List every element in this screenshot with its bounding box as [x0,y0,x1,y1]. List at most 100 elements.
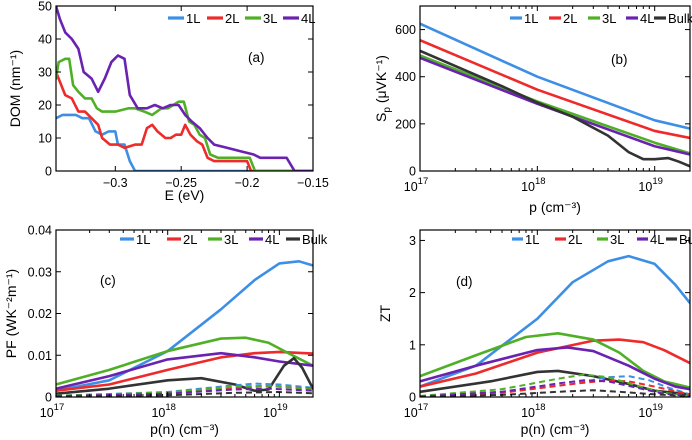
series-line-1l [56,113,313,171]
panel-label: (a) [248,50,265,65]
axis-frame [419,229,691,398]
x-tick-base: 10 [404,406,418,420]
x-tick-label: −0.15 [297,176,329,190]
series-line-2l [420,338,690,388]
panel-label: (d) [456,274,473,289]
x-tick-exponent: 17 [418,176,429,187]
legend-label-2l: 2L [563,11,577,26]
x-axis-label: E (eV) [165,187,205,203]
y-label-sub: p [382,107,393,113]
x-axis-label: p(n) (cm⁻³) [150,421,219,437]
series-line-4l-dashed [420,379,690,397]
series-line-3l [420,54,690,155]
x-tick-label: −0.25 [165,176,197,190]
series-group [56,6,313,171]
x-tick-label: −0.2 [235,176,260,190]
legend: 1L 2L 3L 4L Bulk [120,232,328,247]
series-line-4l [56,6,313,171]
x-tick-label: 1017 [404,176,428,194]
y-tick-label: 200 [395,117,416,131]
x-tick-base: 10 [40,406,54,420]
x-tick-label: 1019 [638,176,662,194]
x-tick-label: 1017 [404,402,428,420]
series-line-4l-dashed [56,387,313,397]
series-line-4l [56,351,313,390]
x-tick-base: 10 [521,406,535,420]
x-tick-label: 1019 [263,402,287,420]
legend-label-1l: 1L [525,232,539,247]
x-tick-label: 1019 [638,402,662,420]
legend-label-3l: 3L [224,232,238,247]
y-tick-label: 2 [409,286,416,300]
y-tick-label: 0 [45,391,52,405]
x-tick-exponent: 17 [54,402,65,413]
legend-label-3l: 3L [610,232,624,247]
legend-label-1l: 1L [186,11,200,26]
panel-label: (c) [100,273,116,288]
x-tick-label: 1018 [521,402,545,420]
y-tick-label: 0.01 [28,349,52,363]
y-tick-label: 0.03 [28,265,52,279]
y-label-unit: (μVK⁻¹) [373,55,389,107]
legend-label-4l: 4L [640,11,654,26]
y-axis-label: Sp (μVK⁻¹) [373,55,393,122]
series-line-bulk-dashed [56,390,313,397]
x-tick-label: 1018 [521,176,545,194]
series-line-2l [56,70,313,171]
y-tick-label: 10 [38,132,52,146]
series-line-2l-dashed [420,379,690,397]
series-line-1l [56,260,313,393]
legend-label-3l: 3L [263,11,277,26]
y-tick-label: 20 [38,99,52,113]
legend-label-bulk: Bulk [679,232,692,247]
y-label-main: S [373,113,389,122]
axis-frame [419,5,691,172]
panel-a: 0 10 20 30 40 50 −0.3 −0.25 −0.2 −0.15 E (eV) DOM (… [7,0,329,203]
y-tick-label: 40 [38,33,52,47]
y-axis-label: ZT [377,305,393,323]
legend-label-2l: 2L [568,232,582,247]
legend: 1L 2L 3L 4L [168,11,315,26]
series-line-1l [420,22,690,130]
series-line-1l [420,254,690,388]
x-tick-base: 10 [521,180,535,194]
x-tick-exponent: 19 [277,402,288,413]
y-tick-label: 3 [409,234,416,248]
series-group [56,260,313,397]
x-tick-base: 10 [404,180,418,194]
y-axis-label: DOM (nm⁻¹) [7,50,23,127]
legend-label-2l: 2L [225,11,239,26]
series-line-3l [56,57,313,171]
x-tick-base: 10 [151,406,165,420]
legend-label-1l: 1L [524,11,538,26]
series-group [420,254,690,397]
y-tick-label: 0 [409,391,416,405]
legend: 1L 2L 3L 4L Bulk [510,11,692,26]
x-axis-label: p (cm⁻³) [529,199,581,215]
x-tick-base: 10 [638,180,652,194]
series-line-2l [56,350,313,393]
x-tick-base: 10 [263,406,277,420]
series-group [420,22,690,168]
x-tick-exponent: 19 [652,176,663,187]
y-tick-label: 0 [45,165,52,179]
y-tick-label: 30 [38,66,52,80]
y-tick-label: 0.02 [28,307,52,321]
legend-label-4l: 4L [650,232,664,247]
legend-label-2l: 2L [183,232,197,247]
x-tick-exponent: 18 [165,402,176,413]
axis-frame [55,5,314,172]
series-line-4l [420,56,690,156]
x-tick-exponent: 19 [652,402,663,413]
legend: 1L 2L 3L 4L Bulk [512,232,692,247]
x-tick-base: 10 [638,406,652,420]
y-tick-label: 0.04 [28,224,52,238]
series-line-4l [420,346,690,391]
x-tick-exponent: 18 [535,176,546,187]
legend-label-bulk: Bulk [302,232,328,247]
series-line-bulk [420,49,690,168]
series-line-3l-dashed [420,373,690,397]
